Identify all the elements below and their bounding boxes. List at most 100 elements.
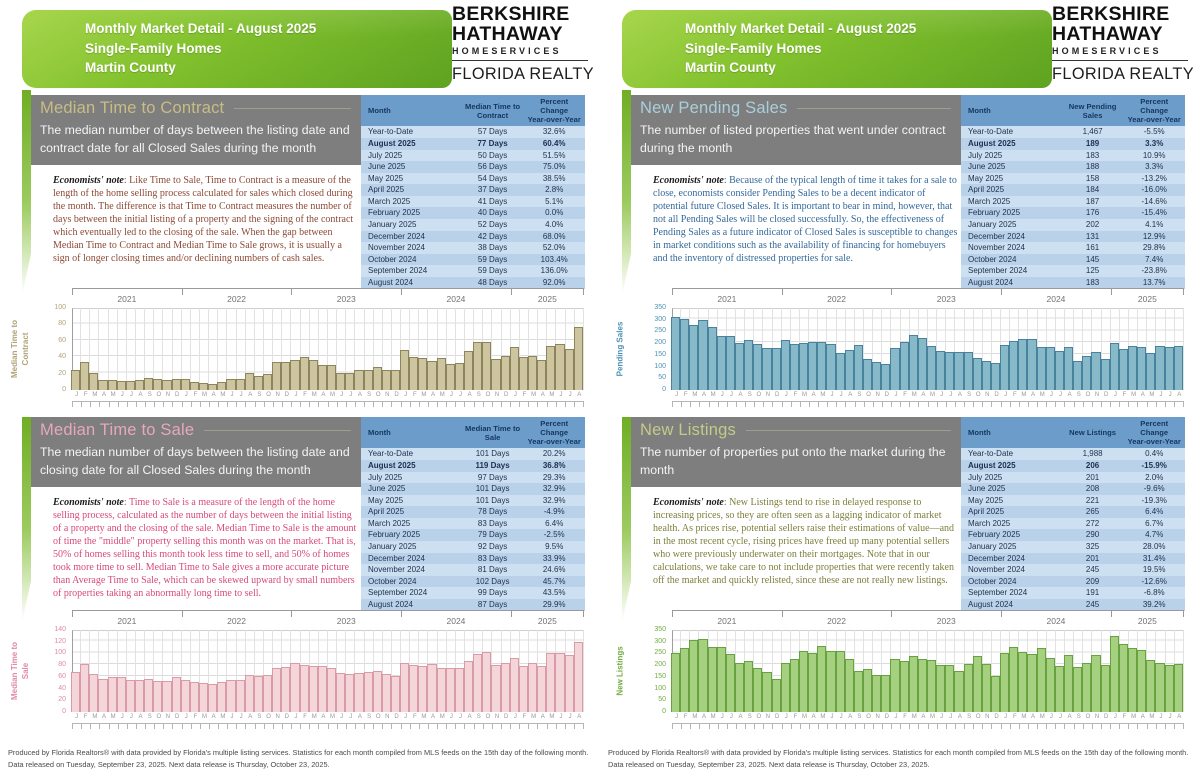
monthly-stats-table: Month Median Time to Sale Percent Change Y… xyxy=(361,417,585,611)
bar-slot xyxy=(290,308,301,390)
bar xyxy=(372,367,382,390)
bar-chart-new-pending-sales: Pending Sales 0 50 100 150 200 250 300 350 2021 20… xyxy=(606,288,1188,408)
month-tick-label: S xyxy=(967,714,972,720)
table-cell: June 2025 xyxy=(368,162,406,172)
month-tick-label: N xyxy=(385,714,390,720)
bar-slot xyxy=(317,308,328,390)
month-tick xyxy=(119,724,128,729)
bar-slot xyxy=(981,630,992,712)
green-accent-strip xyxy=(22,417,31,622)
table-cell: 201 xyxy=(1085,472,1100,482)
month-tick xyxy=(710,724,719,729)
month-tick xyxy=(183,724,192,729)
month-tick-label: J xyxy=(949,392,953,398)
month-tick-label: M xyxy=(330,714,335,720)
month-tick xyxy=(192,402,201,407)
month-tick-label: J xyxy=(1004,392,1008,398)
bar xyxy=(1091,654,1101,712)
bar xyxy=(509,347,519,390)
bar-slot xyxy=(491,308,502,390)
table-cell: 52.0% xyxy=(542,243,566,253)
bar xyxy=(345,372,355,390)
table-cell: -14.6% xyxy=(1141,196,1167,206)
month-tick-label: J xyxy=(75,714,79,720)
table-cell: January 2025 xyxy=(968,220,1017,230)
month-tick-label: J xyxy=(830,392,834,398)
bar xyxy=(71,672,81,712)
month-tick-label: A xyxy=(1067,714,1072,720)
bar xyxy=(336,372,346,390)
page-left: Monthly Market Detail - August 2025 Sing… xyxy=(8,4,594,769)
bar xyxy=(500,355,510,390)
year-label: 2023 xyxy=(291,289,401,309)
table-cell: 272 xyxy=(1085,518,1100,528)
month-tick-label: A xyxy=(738,714,743,720)
month-tick-label: M xyxy=(930,392,935,398)
month-tick-label: J xyxy=(894,714,898,720)
month-tick xyxy=(484,402,493,407)
month-tick xyxy=(965,402,975,407)
month-tick xyxy=(82,402,92,407)
bar xyxy=(780,662,790,712)
month-tick-label: A xyxy=(138,714,143,720)
month-tick xyxy=(700,402,710,407)
month-tick xyxy=(484,724,493,729)
bar-slot xyxy=(208,630,219,712)
table-cell: March 2025 xyxy=(968,518,1011,528)
table-row: July 2025 201 2.0% xyxy=(961,471,1185,484)
table-row: September 2024 191 -6.8% xyxy=(961,587,1185,600)
month-tick-label: O xyxy=(866,714,871,720)
month-tick xyxy=(865,724,874,729)
table-cell: 6.4% xyxy=(1145,507,1164,517)
bar xyxy=(972,358,982,390)
year-label: 2025 xyxy=(1110,611,1184,631)
year-label: 2021 xyxy=(672,611,782,631)
month-tick xyxy=(956,402,965,407)
bar xyxy=(80,362,90,390)
bar xyxy=(436,358,446,390)
bar xyxy=(1137,346,1147,390)
bar xyxy=(954,670,964,712)
month-tick xyxy=(672,402,683,407)
bar xyxy=(134,380,145,390)
bar xyxy=(1027,338,1037,390)
table-cell: August 2025 xyxy=(968,138,1016,148)
month-tick-label: M xyxy=(1131,714,1137,720)
bar xyxy=(244,372,254,390)
bar-slot xyxy=(400,308,411,390)
economists-note: Economists' note: Time to Sale is a meas… xyxy=(53,497,357,599)
month-tick xyxy=(947,724,956,729)
bar xyxy=(299,665,309,712)
month-tick-label: F xyxy=(303,392,307,398)
month-tick xyxy=(810,724,819,729)
month-tick-label: A xyxy=(811,392,816,398)
month-tick xyxy=(456,724,466,729)
bar xyxy=(363,671,373,712)
table-cell: 79 Days xyxy=(477,530,508,540)
month-tick xyxy=(974,402,984,407)
bar xyxy=(1036,647,1046,712)
section-subtitle: The number of listed properties that wen… xyxy=(640,123,946,155)
table-cell: 92.0% xyxy=(542,278,566,288)
month-tick-label: A xyxy=(211,714,216,720)
month-tick xyxy=(520,402,530,407)
month-tick xyxy=(1129,724,1139,729)
month-tick xyxy=(456,402,466,407)
month-tick-label: D xyxy=(994,714,999,720)
table-row: March 2025 83 Days 6.4% xyxy=(361,517,585,530)
month-tick xyxy=(155,402,165,407)
section-title: Median Time to Contract xyxy=(40,99,225,117)
year-label: 2024 xyxy=(401,611,511,631)
bar xyxy=(518,665,529,712)
y-axis-tick-label: 250 xyxy=(654,327,666,335)
month-tick xyxy=(819,724,829,729)
table-row: August 2025 206 -15.9% xyxy=(961,459,1185,472)
month-tick-label: S xyxy=(967,392,972,398)
bar xyxy=(1064,347,1074,390)
table-row: June 2025 101 Days 32.9% xyxy=(361,483,585,495)
month-tick-label: O xyxy=(266,392,271,398)
month-tick xyxy=(256,402,265,407)
month-tick xyxy=(773,724,783,729)
month-tick xyxy=(1129,402,1139,407)
month-tick xyxy=(682,724,692,729)
